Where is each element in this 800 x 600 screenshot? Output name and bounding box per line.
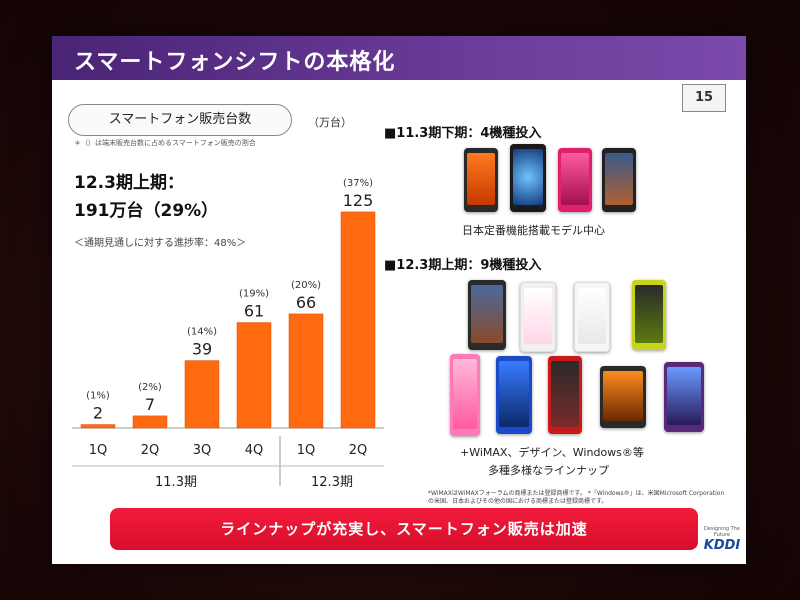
logo-name: KDDI <box>703 538 741 553</box>
value-label-2: 7 <box>145 395 155 414</box>
kddi-logo: Designing The Future KDDI <box>702 526 742 556</box>
phone-13 <box>664 362 704 432</box>
phone-12 <box>600 366 646 428</box>
phone-11 <box>548 356 582 434</box>
section1-subtitle: 日本定番機能搭載モデル中心 <box>462 224 605 237</box>
bar-5 <box>288 313 324 429</box>
bar-3 <box>184 360 220 429</box>
phone-2 <box>510 144 546 212</box>
summary-period: 12.3期上期： <box>74 173 184 193</box>
category-label-2: 2Q <box>141 443 160 458</box>
phone-1 <box>464 148 498 212</box>
bar-6 <box>340 211 376 429</box>
section2-subtitle-1: +WiMAX、デザイン、Windows®等 <box>460 446 644 459</box>
value-label-6: 125 <box>343 191 374 210</box>
value-label-5: 66 <box>296 293 316 312</box>
group-label-1: 11.3期 <box>155 475 197 490</box>
section1-title: ■11.3期下期：4機種投入 <box>384 126 542 141</box>
bar-4 <box>236 322 272 429</box>
slide-title: スマートフォンシフトの本格化 <box>74 50 396 75</box>
value-label-3: 39 <box>192 340 212 359</box>
phone-7 <box>574 282 610 352</box>
phone-3 <box>558 148 592 212</box>
bar-2 <box>132 415 168 429</box>
phone-5 <box>468 280 506 350</box>
legal-note: *WiMAXはWiMAXフォーラムの商標または登録商標です。 *「Windows… <box>428 490 725 505</box>
conclusion-banner: ラインナップが充実し、スマートフォン販売は加速 <box>110 508 698 550</box>
phone-4 <box>602 148 636 212</box>
progress-note: ＜通期見通しに対する進捗率：48%＞ <box>74 238 247 249</box>
group-label-2: 12.3期 <box>311 475 353 490</box>
phone-8 <box>632 280 666 350</box>
chart-unit: （万台） <box>308 116 352 129</box>
bar-1 <box>80 424 116 429</box>
category-label-4: 4Q <box>245 443 264 458</box>
logo-tagline: Designing The Future <box>704 526 740 538</box>
category-label-3: 3Q <box>193 443 212 458</box>
slide: スマートフォンシフトの本格化 15 スマートフォン販売台数 （万台） ＊（）は端… <box>52 36 746 564</box>
section2-subtitle-2: 多種多様なラインナップ <box>488 464 609 477</box>
chart-label: スマートフォン販売台数 <box>68 104 292 136</box>
ratio-label-4: (19%) <box>239 289 269 300</box>
bar-chart: 2 (1%) 1Q 7 (2%) 2Q 39 (14%) 3Q 61 (19%) 4Q 66 (20%) 1… <box>72 178 384 490</box>
value-label-4: 61 <box>244 302 264 321</box>
phone-10 <box>496 356 532 434</box>
category-label-6: 2Q <box>349 443 368 458</box>
page-number: 15 <box>682 84 726 112</box>
ratio-label-5: (20%) <box>291 280 321 291</box>
ratio-label-1: (1%) <box>86 391 110 402</box>
title-bar: スマートフォンシフトの本格化 <box>52 36 746 80</box>
chart-note: ＊（）は端末販売台数に占めるスマートフォン販売の割合 <box>74 139 256 147</box>
ratio-label-6: (37%) <box>343 178 373 189</box>
phone-6 <box>520 282 556 352</box>
ratio-label-2: (2%) <box>138 382 162 393</box>
category-label-1: 1Q <box>89 443 108 458</box>
phone-9 <box>450 354 480 436</box>
category-label-5: 1Q <box>297 443 316 458</box>
section2-title: ■12.3期上期：9機種投入 <box>384 258 542 273</box>
summary-value: 191万台（29%） <box>74 201 219 221</box>
ratio-label-3: (14%) <box>187 327 217 338</box>
value-label-1: 2 <box>93 404 103 423</box>
